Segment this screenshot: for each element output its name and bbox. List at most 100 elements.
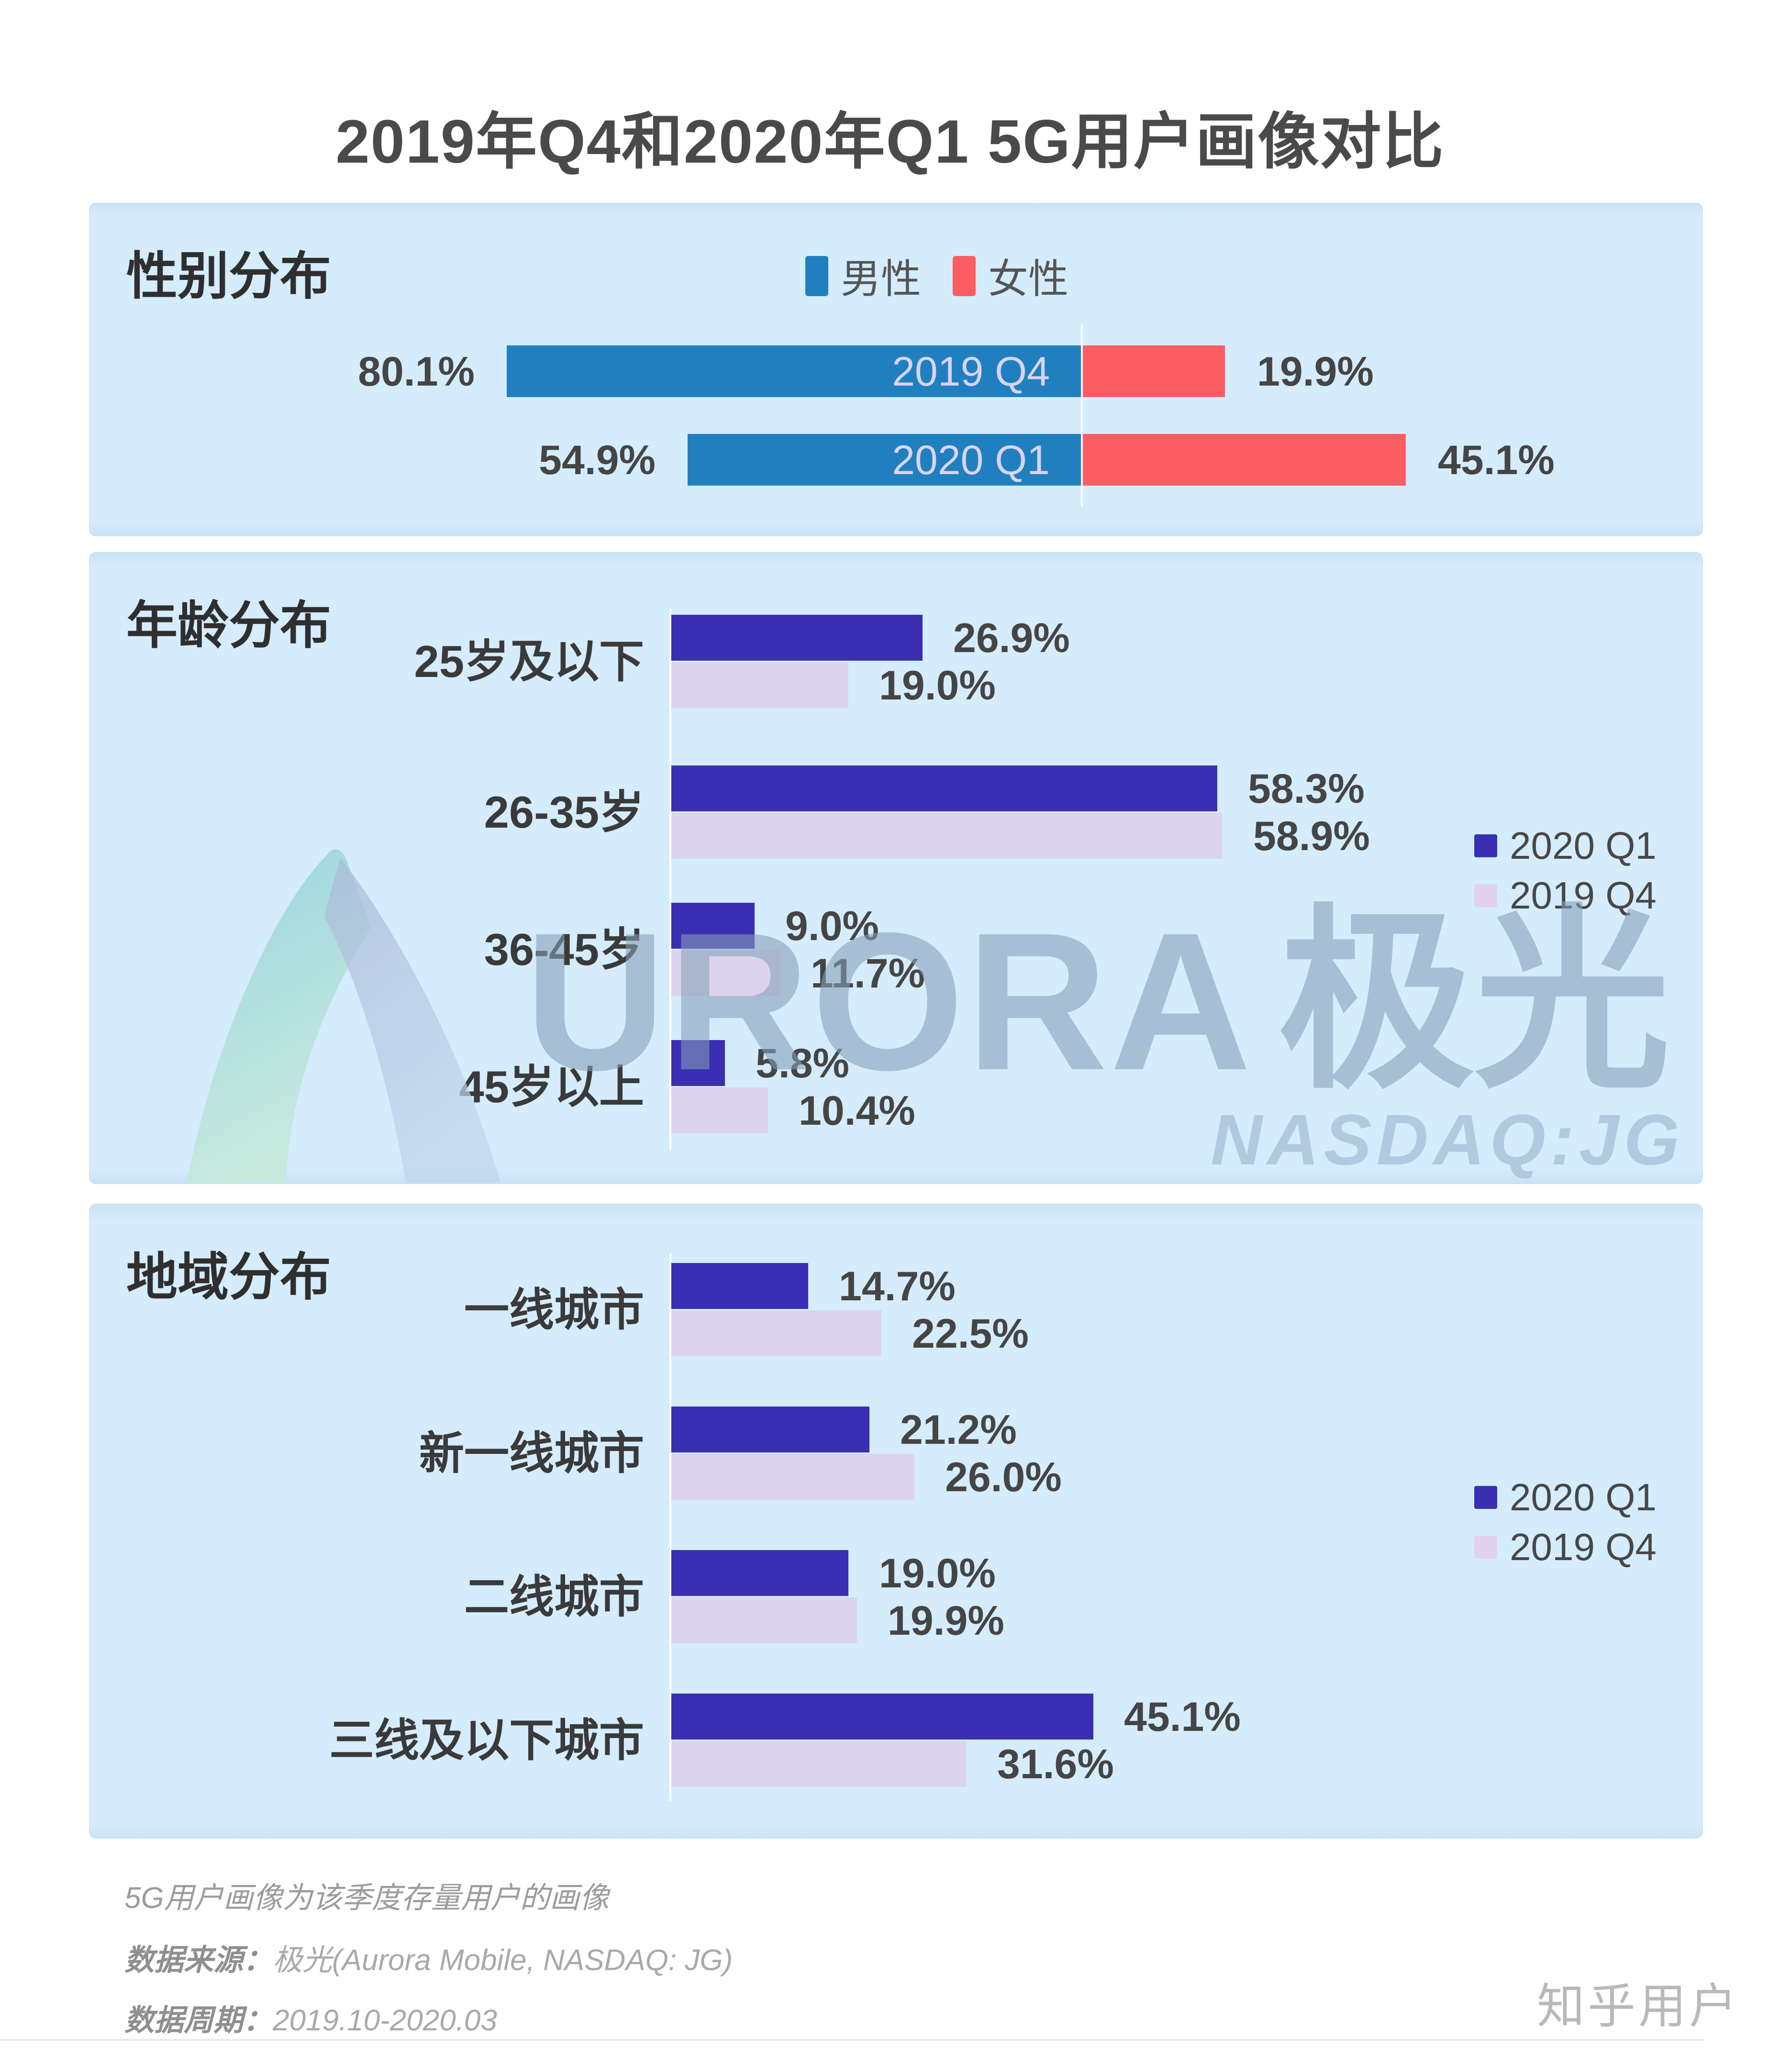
region-category-label: 二线城市 xyxy=(464,1572,644,1622)
value-2020q1: 9.0% xyxy=(785,903,879,949)
age-row: 25岁及以下 26.9% 19.0% xyxy=(89,615,1703,709)
value-2020q1: 5.8% xyxy=(756,1041,850,1086)
bar-2020q1 xyxy=(670,615,923,661)
legend-item-male: 男性 xyxy=(805,247,921,305)
age-row: 45岁以上 5.8% 10.4% xyxy=(89,1040,1703,1134)
footer-note: 5G用户画像为该季度存量用户的画像 xyxy=(124,1882,609,1915)
gender-legend: 男性 女性 xyxy=(805,247,1068,305)
region-legend: 2020 Q1 2019 Q4 xyxy=(1474,1476,1657,1568)
male-bar xyxy=(688,434,1082,486)
footer-period: 数据周期：2019.10-2020.03 xyxy=(124,1996,497,2039)
bottom-divider xyxy=(0,2039,1704,2041)
male-value-label: 54.9% xyxy=(539,437,656,483)
value-2020q1: 58.3% xyxy=(1248,766,1365,812)
gender-row-2019q4: 2019 Q4 80.1% 19.9% xyxy=(89,345,1703,397)
age-heading: 年龄分布 xyxy=(126,597,332,654)
region-heading: 地域分布 xyxy=(126,1248,332,1306)
bar-2019q4 xyxy=(670,1454,914,1500)
region-category-label: 新一线城市 xyxy=(419,1428,644,1478)
female-bar xyxy=(1082,434,1406,486)
value-2020q1: 45.1% xyxy=(1124,1694,1241,1740)
bar-2020q1 xyxy=(670,765,1217,811)
female-value-label: 45.1% xyxy=(1438,437,1555,483)
female-bar xyxy=(1082,345,1225,397)
bar-2020q1 xyxy=(670,1407,869,1452)
value-2019q4: 10.4% xyxy=(799,1088,915,1134)
gender-row-2020q1: 2020 Q1 54.9% 45.1% xyxy=(89,434,1703,486)
value-2019q4: 19.0% xyxy=(879,663,996,709)
page-title: 2019年Q4和2020年Q1 5G用户画像对比 xyxy=(335,108,1445,176)
bar-quarter-label: 2020 Q1 xyxy=(892,437,1050,483)
region-axis-line xyxy=(669,1253,671,1802)
value-2019q4: 26.0% xyxy=(945,1454,1062,1500)
female-swatch-icon xyxy=(953,255,976,296)
male-value-label: 80.1% xyxy=(358,349,475,395)
bar-2020q1 xyxy=(670,1040,725,1086)
bar-2020q1 xyxy=(670,1550,848,1596)
male-bar xyxy=(507,345,1082,397)
region-row: 二线城市 19.0% 19.9% xyxy=(89,1550,1703,1644)
age-row: 36-45岁 9.0% 11.7% xyxy=(89,903,1703,997)
bar-2019q4 xyxy=(670,1310,881,1356)
bar-2019q4 xyxy=(670,813,1223,859)
value-2020q1: 26.9% xyxy=(953,615,1070,661)
legend-label-2020q1: 2020 Q1 xyxy=(1510,824,1657,867)
bar-2019q4 xyxy=(670,950,780,996)
bar-2019q4 xyxy=(670,1597,857,1643)
bar-2020q1 xyxy=(670,1694,1093,1740)
value-2019q4: 22.5% xyxy=(912,1311,1029,1357)
zhihu-user-watermark: 知乎用户 xyxy=(1537,1980,1740,2033)
legend-item-2019q4: 2019 Q4 xyxy=(1474,1526,1657,1568)
age-row: 26-35岁 58.3% 58.9% xyxy=(89,765,1703,859)
footer-source-label: 数据来源： xyxy=(124,1944,273,1977)
bar-2019q4 xyxy=(670,662,848,708)
legend-label-2020q1: 2020 Q1 xyxy=(1510,1476,1657,1518)
region-row: 一线城市 14.7% 22.5% xyxy=(89,1263,1703,1357)
region-row: 三线及以下城市 45.1% 31.6% xyxy=(89,1694,1703,1787)
age-legend: 2020 Q1 2019 Q4 xyxy=(1474,824,1657,917)
female-value-label: 19.9% xyxy=(1257,349,1374,395)
footer-period-value: 2019.10-2020.03 xyxy=(273,2004,497,2037)
bar-2020q1 xyxy=(670,903,755,949)
gender-section-panel: 性别分布 男性 女性 2019 Q4 80.1% 19.9% 2020 Q1 5… xyxy=(89,203,1703,536)
bar-2019q4 xyxy=(670,1741,967,1787)
bar-quarter-label: 2019 Q4 xyxy=(892,349,1050,395)
age-section-panel: 年龄分布 25岁及以下 26.9% 19.0% 26-35岁 58.3% 58.… xyxy=(89,552,1703,1184)
age-category-label: 36-45岁 xyxy=(484,924,644,975)
region-category-label: 三线及以下城市 xyxy=(329,1715,644,1765)
bar-2020q1 xyxy=(670,1263,808,1309)
legend-label-2019q4: 2019 Q4 xyxy=(1510,1526,1657,1568)
gender-pivot-gridline xyxy=(1081,323,1083,506)
region-category-label: 一线城市 xyxy=(464,1285,644,1335)
q4-2019-swatch-icon xyxy=(1474,1536,1497,1559)
legend-item-2020q1: 2020 Q1 xyxy=(1474,824,1657,867)
q1-2020-swatch-icon xyxy=(1474,834,1497,857)
bar-2019q4 xyxy=(670,1087,768,1133)
legend-item-female: 女性 xyxy=(953,247,1068,305)
region-row: 新一线城市 21.2% 26.0% xyxy=(89,1407,1703,1500)
q4-2019-swatch-icon xyxy=(1474,884,1497,907)
value-2019q4: 19.9% xyxy=(888,1598,1004,1644)
legend-label-male: 男性 xyxy=(841,256,922,301)
legend-label-female: 女性 xyxy=(988,256,1069,301)
value-2019q4: 11.7% xyxy=(811,951,925,997)
age-category-label: 45岁以上 xyxy=(459,1062,644,1112)
q1-2020-swatch-icon xyxy=(1474,1486,1497,1509)
footer-source: 数据来源：极光(Aurora Mobile, NASDAQ: JG) xyxy=(124,1936,733,1979)
legend-item-2020q1: 2020 Q1 xyxy=(1474,1476,1657,1518)
male-swatch-icon xyxy=(805,255,828,296)
value-2020q1: 19.0% xyxy=(879,1551,996,1596)
region-section-panel: 地域分布 一线城市 14.7% 22.5% 新一线城市 21.2% 26.0% … xyxy=(89,1204,1703,1839)
age-axis-line xyxy=(669,609,671,1150)
gender-heading: 性别分布 xyxy=(126,247,332,305)
value-2019q4: 58.9% xyxy=(1253,813,1370,859)
value-2020q1: 21.2% xyxy=(900,1407,1017,1453)
age-category-label: 25岁及以下 xyxy=(414,636,644,687)
footer-period-label: 数据周期： xyxy=(124,2004,273,2037)
legend-item-2019q4: 2019 Q4 xyxy=(1474,874,1657,917)
age-category-label: 26-35岁 xyxy=(484,787,644,837)
footer-source-value: 极光(Aurora Mobile, NASDAQ: JG) xyxy=(273,1944,733,1977)
legend-label-2019q4: 2019 Q4 xyxy=(1510,874,1657,917)
value-2020q1: 14.7% xyxy=(839,1263,956,1309)
